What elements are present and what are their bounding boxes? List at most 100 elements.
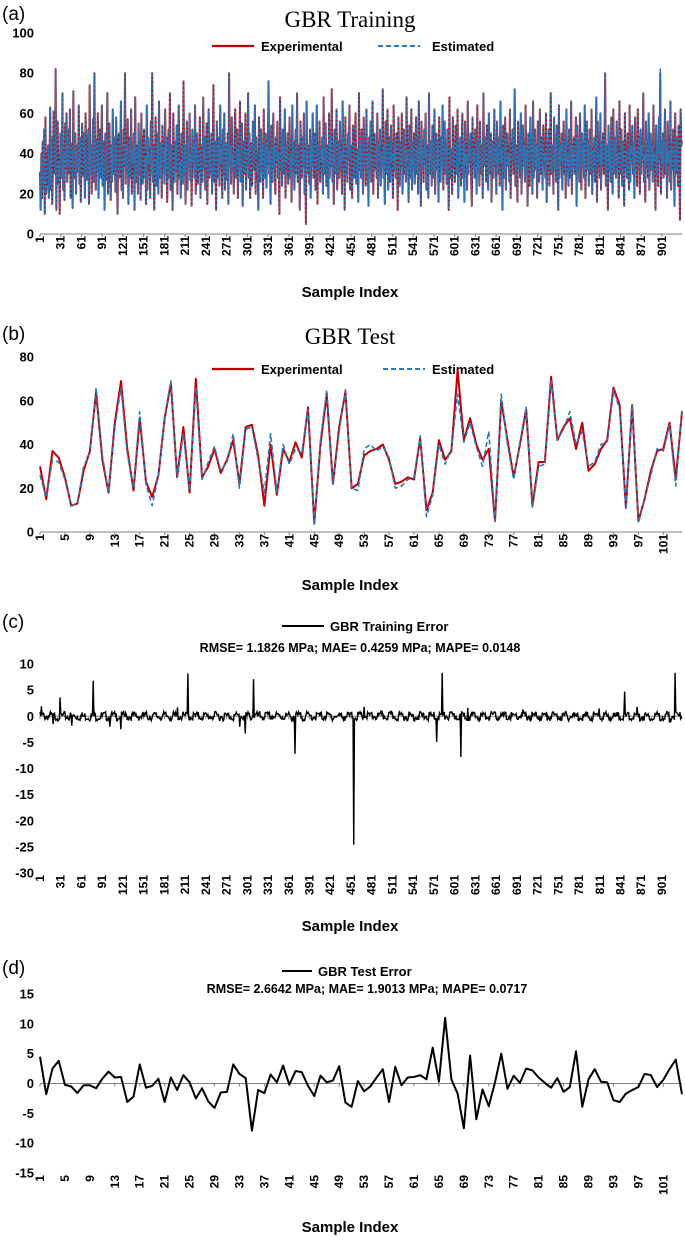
- y-tick-label: -5: [22, 1106, 34, 1121]
- x-tick-label: 151: [137, 875, 151, 895]
- x-tick-label: 61: [74, 875, 88, 889]
- x-tick-label: 73: [482, 1175, 496, 1189]
- chart-training-error: (c) GBR Training Error RMSE= 1.1826 MPa;…: [2, 612, 683, 935]
- chart-test: (b) GBR Test Experimental Estimated Samp…: [2, 324, 683, 594]
- x-tick-label: 89: [582, 534, 596, 548]
- legend-label-experimental: Experimental: [261, 362, 343, 377]
- x-tick-label: 871: [634, 236, 648, 256]
- x-tick-label: 61: [407, 534, 421, 548]
- y-tick-label: 80: [20, 350, 34, 365]
- y-tick-label: -15: [15, 787, 34, 802]
- x-tick-label: 121: [116, 875, 130, 895]
- x-tick-label: 901: [655, 875, 669, 895]
- x-tick-label: 211: [178, 875, 192, 895]
- x-tick-label: 571: [427, 875, 441, 895]
- x-tick-label: 121: [116, 236, 130, 256]
- x-tick-label: 721: [531, 875, 545, 895]
- x-tick-label: 811: [593, 236, 607, 256]
- x-tick-label: 1: [33, 534, 47, 541]
- x-tick-label: 361: [282, 875, 296, 895]
- x-tick-label: 73: [482, 534, 496, 548]
- chart-subtitle: RMSE= 1.1826 MPa; MAE= 0.4259 MPa; MAPE=…: [200, 641, 521, 655]
- x-tick-label: 91: [95, 236, 109, 250]
- x-tick-label: 721: [531, 236, 545, 256]
- x-tick-label: 41: [282, 534, 296, 548]
- x-tick-label: 53: [357, 1175, 371, 1189]
- x-tick-label: 53: [357, 534, 371, 548]
- y-tick-label: 20: [20, 481, 34, 496]
- x-tick-label: 691: [510, 236, 524, 256]
- panel-label-d: (d): [2, 958, 25, 979]
- x-tick-label: 151: [137, 236, 151, 256]
- x-tick-label: 13: [108, 1175, 122, 1189]
- x-tick-label: 37: [257, 1175, 271, 1189]
- x-tick-label: 361: [282, 236, 296, 256]
- y-tick-label: -30: [15, 866, 34, 881]
- x-tick-label: 331: [261, 875, 275, 895]
- x-tick-label: 9: [83, 1175, 97, 1182]
- panel-c: (c) GBR Training Error RMSE= 1.1826 MPa;…: [0, 605, 685, 945]
- x-tick-label: 661: [489, 875, 503, 895]
- x-tick-label: 631: [468, 875, 482, 895]
- legend-label-estimated: Estimated: [432, 39, 494, 54]
- x-tick-label: 37: [257, 534, 271, 548]
- x-tick-label: 97: [631, 534, 645, 548]
- y-tick-label: -25: [15, 839, 34, 854]
- chart-title: GBR Test: [305, 324, 396, 349]
- panel-b: (b) GBR Test Experimental Estimated Samp…: [0, 310, 685, 605]
- series-line-training-error: [39, 672, 683, 845]
- x-tick-label: 9: [83, 534, 97, 541]
- x-tick-label: 541: [406, 236, 420, 256]
- x-tick-label: 181: [157, 875, 171, 895]
- panel-label-b: (b): [2, 324, 25, 345]
- x-tick-label: 91: [95, 875, 109, 889]
- x-tick-label: 451: [344, 875, 358, 895]
- x-tick-label: 541: [406, 875, 420, 895]
- x-axis-label: Sample Index: [302, 918, 399, 935]
- x-tick-label: 29: [208, 534, 222, 548]
- x-tick-label: 45: [307, 1175, 321, 1189]
- x-tick-label: 691: [510, 875, 524, 895]
- x-tick-label: 421: [323, 875, 337, 895]
- x-tick-label: 871: [634, 875, 648, 895]
- x-axis-label: Sample Index: [302, 577, 399, 594]
- legend-label-experimental: Experimental: [261, 39, 343, 54]
- x-tick-label: 21: [158, 534, 172, 548]
- x-tick-label: 41: [282, 1175, 296, 1189]
- x-tick-label: 511: [385, 875, 399, 895]
- x-tick-label: 81: [532, 534, 546, 548]
- x-tick-label: 25: [183, 1175, 197, 1189]
- x-tick-label: 451: [344, 236, 358, 256]
- chart-training: (a) GBR Training Experimental Estimated …: [2, 4, 683, 301]
- series-line-estimated: [39, 380, 683, 527]
- y-tick-label: -15: [15, 1166, 34, 1181]
- chart-title: GBR Test Error: [318, 964, 412, 979]
- y-tick-label: 0: [27, 525, 34, 540]
- x-tick-label: 101: [656, 534, 670, 554]
- x-tick-label: 93: [606, 534, 620, 548]
- x-tick-label: 57: [382, 534, 396, 548]
- x-tick-label: 481: [365, 875, 379, 895]
- y-tick-label: 40: [20, 437, 34, 452]
- series-line-estimated: [39, 68, 683, 225]
- x-tick-label: 77: [507, 534, 521, 548]
- x-tick-label: 241: [199, 236, 213, 256]
- x-tick-label: 901: [655, 236, 669, 256]
- x-tick-label: 25: [183, 534, 197, 548]
- x-tick-label: 181: [157, 236, 171, 256]
- y-tick-label: 5: [27, 1046, 34, 1061]
- chart-title: GBR Training Error: [330, 619, 448, 634]
- x-tick-label: 271: [220, 875, 234, 895]
- x-tick-label: 69: [457, 534, 471, 548]
- y-tick-label: 5: [27, 683, 34, 698]
- x-tick-label: 241: [199, 875, 213, 895]
- x-tick-label: 45: [307, 534, 321, 548]
- x-tick-label: 17: [133, 534, 147, 548]
- x-tick-label: 511: [385, 236, 399, 256]
- y-tick-label: 100: [12, 26, 34, 41]
- x-tick-label: 811: [593, 875, 607, 895]
- x-tick-label: 481: [365, 236, 379, 256]
- x-axis-label: Sample Index: [302, 1219, 399, 1236]
- x-tick-label: 65: [432, 534, 446, 548]
- x-tick-label: 421: [323, 236, 337, 256]
